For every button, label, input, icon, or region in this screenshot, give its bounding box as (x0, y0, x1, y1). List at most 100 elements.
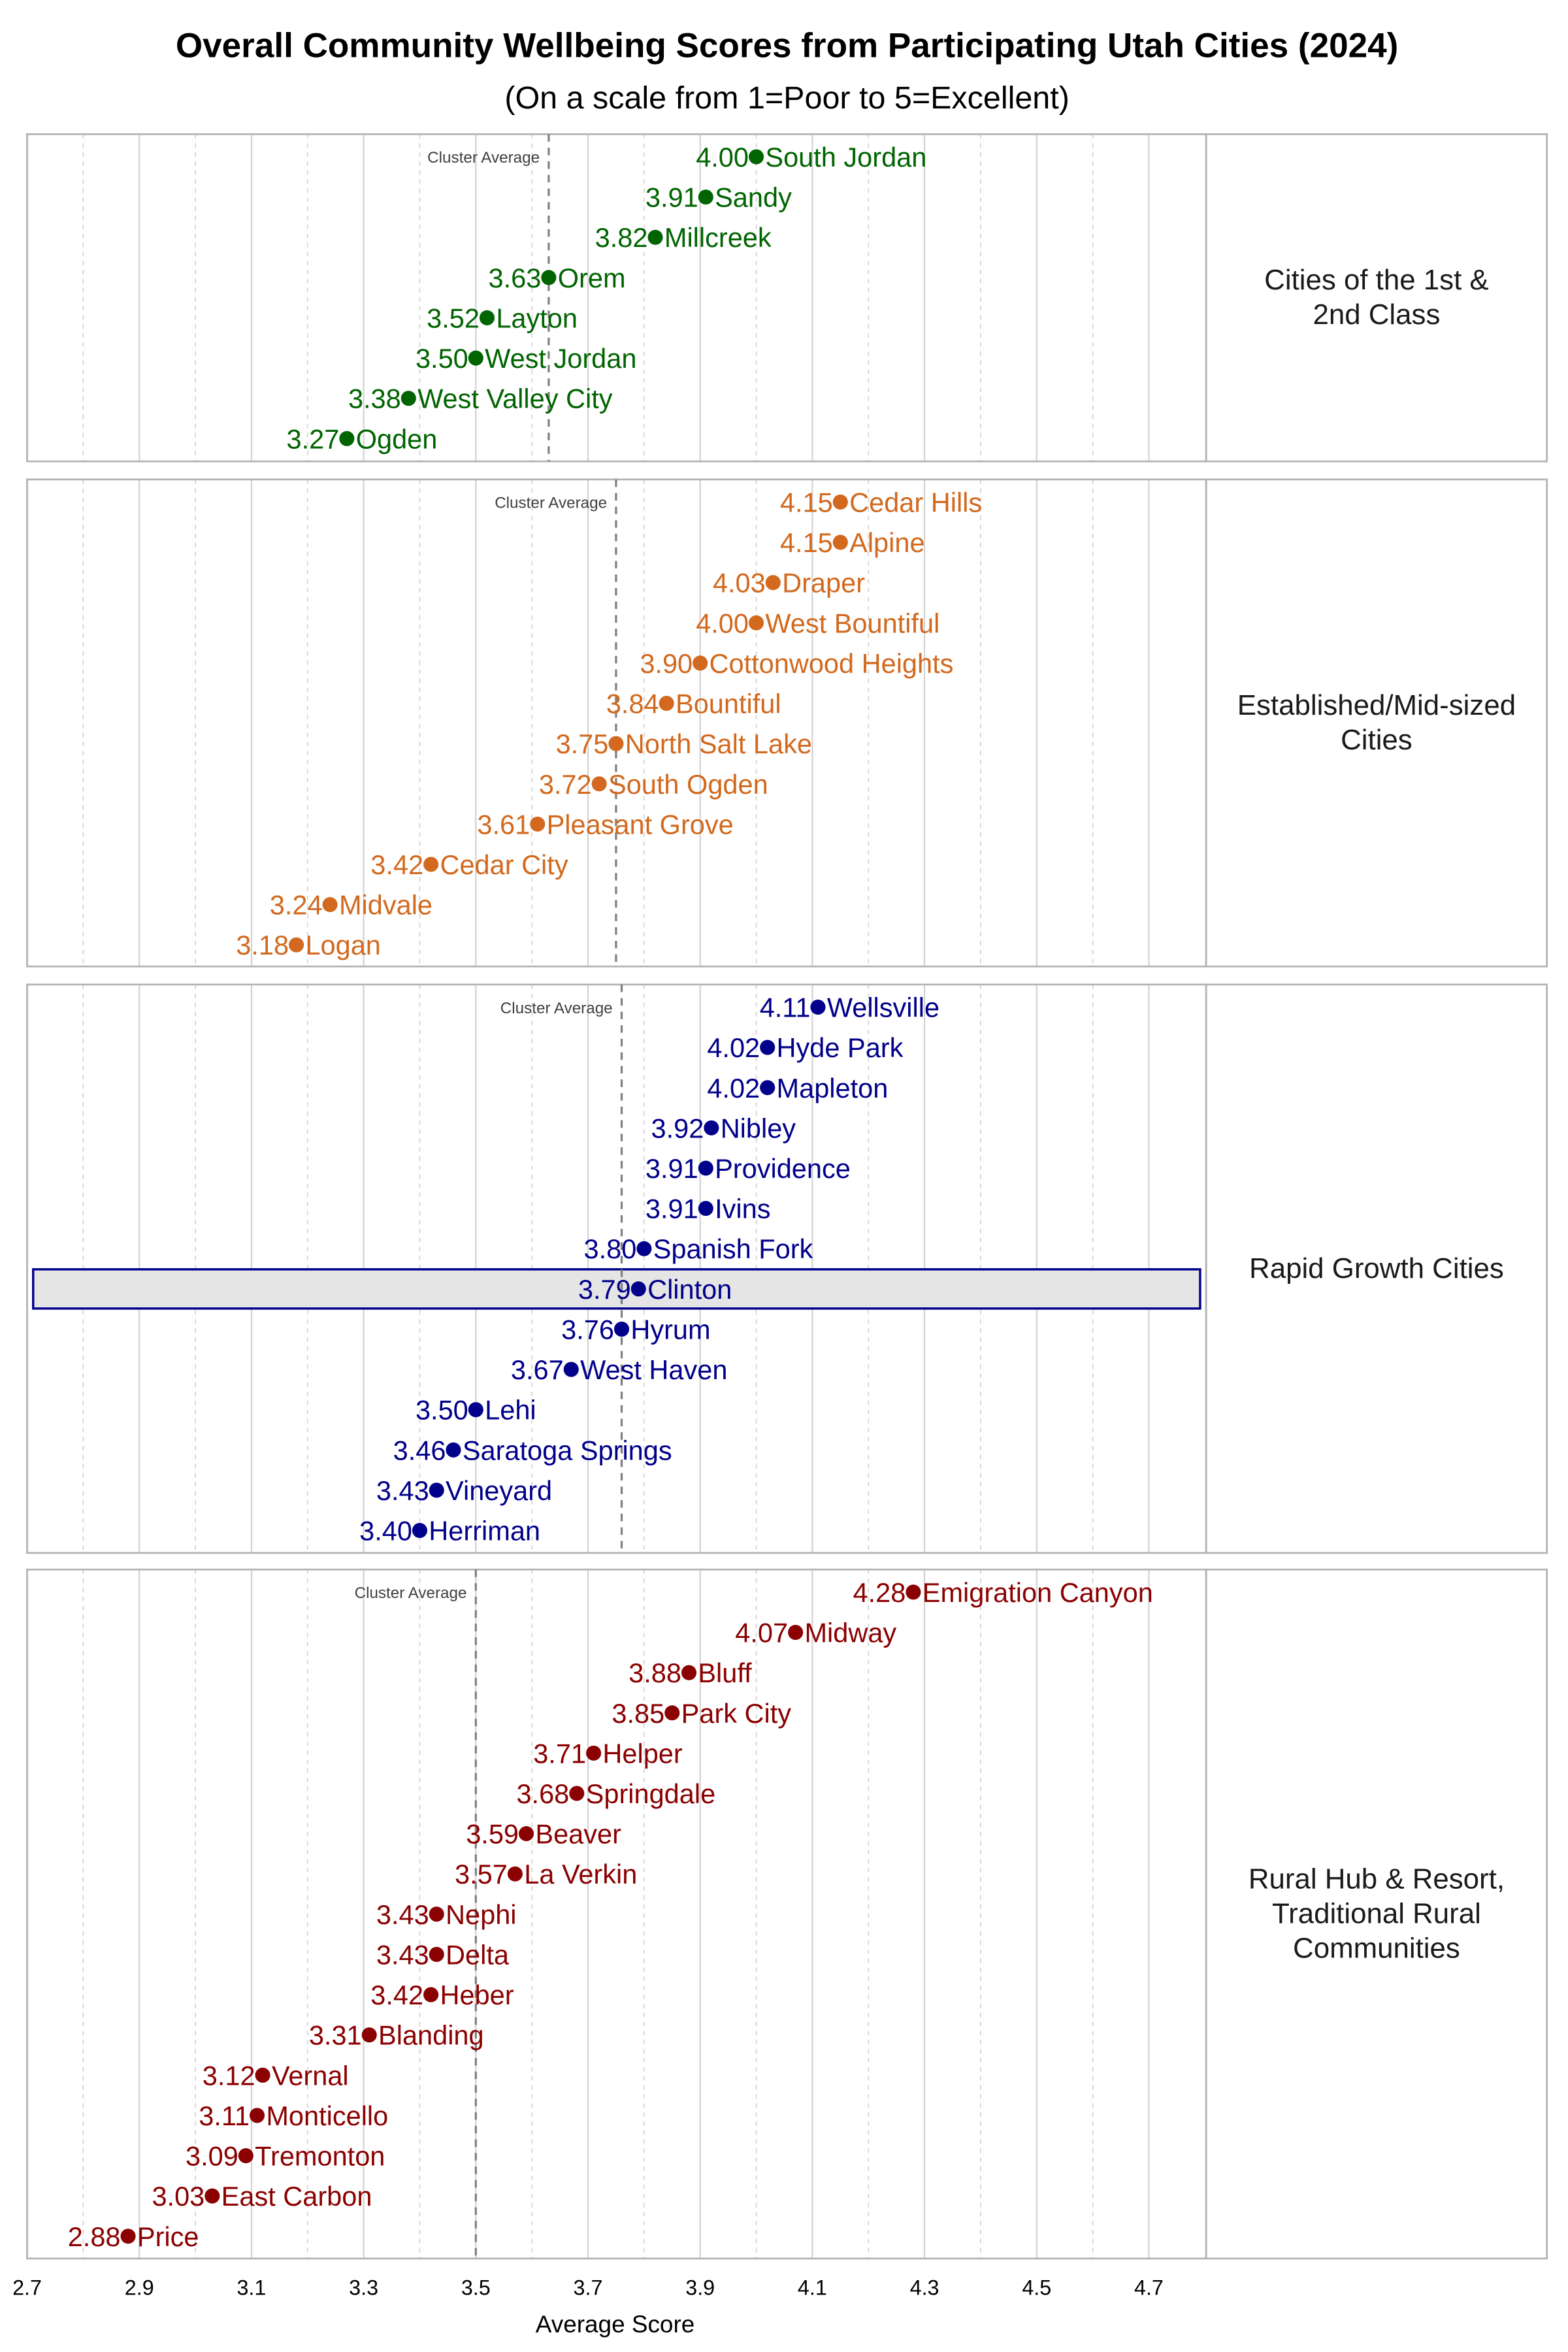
data-point (613, 1321, 630, 1337)
data-point (429, 1482, 444, 1498)
city-label: Providence (715, 1153, 851, 1184)
value-label: 3.80 (583, 1233, 636, 1264)
city-label: Blanding (378, 2020, 484, 2051)
data-point (446, 1442, 461, 1458)
data-point (468, 1402, 483, 1418)
city-label: Cottonwood Heights (710, 648, 954, 679)
data-point (412, 1523, 427, 1539)
data-point (810, 1000, 826, 1015)
city-label: Orem (558, 263, 626, 293)
cluster-average-label: Cluster Average (355, 1584, 467, 1602)
chart-title: Overall Community Wellbeing Scores from … (176, 27, 1398, 65)
x-tick-label: 4.1 (798, 2276, 827, 2299)
data-point (749, 615, 764, 630)
value-label: 4.15 (780, 487, 833, 517)
city-label: Alpine (849, 527, 924, 558)
panel-label: Rapid Growth Cities (1249, 1252, 1504, 1284)
value-label: 4.02 (707, 1073, 760, 1103)
city-label: Cedar Hills (849, 487, 982, 517)
data-point (765, 575, 781, 591)
city-label: Nephi (446, 1899, 516, 1930)
city-label: Midway (804, 1618, 896, 1648)
data-point (569, 1786, 585, 1801)
value-label: 3.43 (376, 1899, 429, 1930)
value-label: 4.02 (707, 1032, 760, 1063)
value-label: 3.46 (393, 1435, 446, 1465)
value-label: 3.67 (511, 1354, 564, 1385)
city-label: Hyde Park (777, 1032, 904, 1063)
x-tick-label: 4.7 (1134, 2276, 1164, 2299)
value-label: 3.11 (199, 2100, 250, 2131)
city-label: Beaver (535, 1819, 621, 1850)
data-point (760, 1080, 776, 1096)
data-point (507, 1866, 523, 1882)
city-label: Nibley (721, 1113, 796, 1143)
city-label: Clinton (647, 1274, 732, 1305)
value-label: 3.57 (455, 1859, 508, 1889)
data-point (760, 1039, 776, 1055)
city-label: Springdale (586, 1778, 715, 1809)
value-label: 3.75 (556, 728, 609, 759)
data-point (479, 310, 495, 325)
value-label: 3.12 (203, 2060, 255, 2091)
strip-frame (1205, 133, 1548, 463)
value-label: 3.59 (466, 1819, 519, 1850)
city-label: Price (137, 2221, 199, 2252)
x-tick-label: 3.1 (237, 2276, 266, 2299)
value-label: 3.91 (645, 1194, 698, 1224)
value-label: 3.27 (287, 423, 340, 454)
data-point (249, 2108, 265, 2123)
x-tick-label: 3.7 (574, 2276, 603, 2299)
data-point (636, 1241, 652, 1256)
value-label: 3.72 (539, 769, 592, 800)
data-point (591, 776, 607, 792)
strip-frame (1205, 983, 1548, 1554)
chart-subtitle: (On a scale from 1=Poor to 5=Excellent) (504, 80, 1070, 116)
value-label: 3.71 (533, 1738, 586, 1769)
value-label: 3.42 (370, 1980, 423, 2010)
panel-frame (26, 133, 1207, 463)
data-point (698, 1160, 713, 1176)
city-label: West Valley City (417, 384, 613, 414)
data-point (541, 270, 557, 286)
value-label: 3.85 (612, 1698, 664, 1729)
city-label: Emigration Canyon (923, 1577, 1153, 1608)
city-label: Bluff (698, 1658, 752, 1688)
highlight-box (32, 1268, 1201, 1310)
cluster-average-label: Cluster Average (427, 149, 540, 167)
x-tick-label: 3.3 (349, 2276, 378, 2299)
city-label: Layton (496, 302, 578, 333)
value-label: 3.09 (186, 2141, 238, 2172)
value-label: 3.68 (516, 1778, 569, 1809)
data-point (832, 494, 848, 510)
city-label: Helper (602, 1738, 682, 1769)
data-point (255, 2067, 270, 2083)
data-point (429, 1946, 444, 1962)
value-label: 3.82 (595, 222, 648, 253)
value-label: 4.15 (780, 527, 833, 558)
panel-3: Rapid Growth Cities Cluster Average 4.11 We… (26, 983, 1548, 1554)
data-point (693, 655, 708, 671)
x-tick-label: 3.9 (685, 2276, 715, 2299)
city-label: Millcreek (664, 222, 772, 253)
panel-label: Traditional Rural (1272, 1897, 1481, 1929)
data-point (322, 897, 338, 913)
city-label: West Haven (580, 1354, 727, 1385)
panel-label: Communities (1293, 1933, 1460, 1965)
value-label: 3.88 (629, 1658, 681, 1688)
city-label: Saratoga Springs (463, 1435, 672, 1465)
value-label: 3.61 (477, 809, 530, 840)
value-label: 3.42 (370, 849, 423, 880)
city-label: Midvale (339, 890, 433, 921)
panels: Cities of the 1st &2nd Class Cluster Aver… (26, 133, 1548, 2260)
city-label: Herriman (429, 1516, 540, 1546)
city-label: Sandy (715, 182, 792, 213)
value-label: 3.38 (348, 384, 401, 414)
city-label: Vernal (272, 2060, 349, 2091)
data-point (586, 1745, 602, 1761)
data-point (519, 1826, 534, 1842)
x-tick-label: 2.7 (12, 2276, 42, 2299)
city-label: Park City (681, 1698, 792, 1729)
